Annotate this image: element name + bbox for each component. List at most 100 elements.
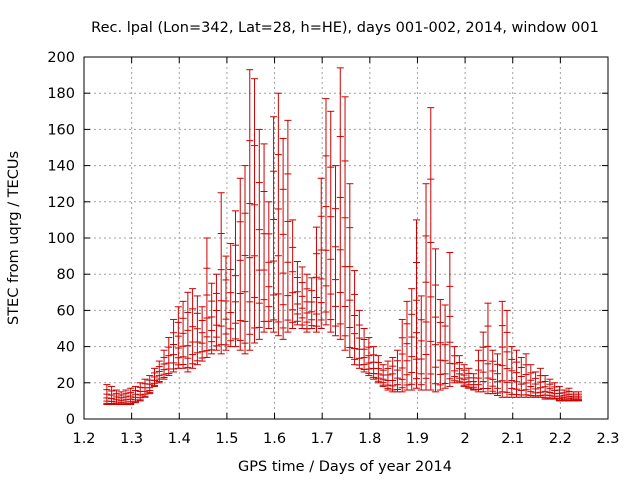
data-point <box>279 137 287 340</box>
x-tick-label: 1.7 <box>311 431 334 447</box>
data-point <box>189 288 197 369</box>
data-point <box>170 318 178 373</box>
data-point <box>270 116 278 333</box>
data-point <box>312 226 320 333</box>
data-point <box>541 375 549 400</box>
x-tick-label: 2.2 <box>549 431 572 447</box>
data-point <box>198 306 206 362</box>
y-tick-label: 100 <box>47 231 75 247</box>
data-point <box>503 309 511 398</box>
data-point <box>536 367 544 398</box>
y-tick-label: 120 <box>47 195 75 211</box>
data-point <box>336 67 344 340</box>
data-point <box>341 96 349 351</box>
data-point <box>251 78 259 344</box>
data-point <box>527 364 535 398</box>
axis-ticks: 1.2 1.3 1.4 1.5 1.6 1.7 1.8 1.9 2 2.1 2.2 2.3 0 20 40 6… <box>47 50 619 447</box>
data-point <box>474 349 482 393</box>
data-point <box>574 391 582 402</box>
y-tick-label: 0 <box>66 412 75 428</box>
chart-title: Rec. lpal (Lon=342, Lat=28, h=HE), days … <box>91 20 599 36</box>
data-point <box>141 378 149 398</box>
data-point <box>555 385 563 402</box>
data-point <box>489 349 497 395</box>
x-tick-label: 1.4 <box>168 431 191 447</box>
y-tick-label: 80 <box>57 267 75 283</box>
x-axis-label: GPS time / Days of year 2014 <box>238 459 452 475</box>
data-point <box>265 201 273 329</box>
data-point <box>108 385 116 406</box>
data-point <box>160 349 168 380</box>
data-point <box>479 331 487 393</box>
data-point <box>222 255 230 351</box>
data-point <box>413 219 421 389</box>
x-tick-label: 1.6 <box>263 431 286 447</box>
y-tick-label: 20 <box>57 376 75 392</box>
data-point <box>455 355 463 384</box>
grid <box>84 57 608 419</box>
data-point <box>551 382 559 400</box>
data-point <box>293 261 301 326</box>
data-point <box>451 346 459 384</box>
y-tick-label: 40 <box>57 340 75 356</box>
y-tick-label: 140 <box>47 159 75 175</box>
data-point <box>122 389 130 406</box>
data-point <box>513 349 521 398</box>
data-point <box>227 242 235 348</box>
data-point <box>151 367 159 387</box>
data-point <box>308 277 316 329</box>
data-point <box>208 282 216 355</box>
data-point <box>408 288 416 391</box>
x-tick-label: 1.5 <box>215 431 238 447</box>
data-point <box>241 165 249 355</box>
data-point <box>155 360 163 384</box>
data-point <box>212 273 220 351</box>
y-tick-label: 160 <box>47 122 75 138</box>
data-point <box>460 364 468 387</box>
data-point <box>546 378 554 400</box>
x-tick-label: 2.1 <box>501 431 524 447</box>
data-point <box>470 373 478 391</box>
data-point <box>136 382 144 402</box>
data-point <box>103 384 111 406</box>
x-tick-label: 1.8 <box>358 431 381 447</box>
data-point <box>365 337 373 377</box>
data-point <box>493 353 501 396</box>
y-tick-label: 60 <box>57 303 75 319</box>
data-point <box>508 346 516 398</box>
data-point <box>217 192 225 355</box>
data-point <box>422 183 430 391</box>
data-point <box>203 237 211 358</box>
data-marks <box>103 67 582 406</box>
data-point <box>436 299 444 391</box>
data-point <box>146 375 154 395</box>
data-point <box>441 304 449 389</box>
data-point <box>393 349 401 393</box>
data-point <box>117 391 125 406</box>
data-point <box>498 300 506 398</box>
data-point <box>255 128 263 340</box>
data-point <box>179 300 187 369</box>
y-tick-label: 180 <box>47 86 75 102</box>
data-point <box>298 266 306 329</box>
data-point <box>284 119 292 333</box>
y-tick-label: 200 <box>47 50 75 66</box>
data-point <box>351 270 359 366</box>
data-point <box>174 306 182 369</box>
x-tick-label: 1.9 <box>406 431 429 447</box>
data-point <box>346 183 354 358</box>
data-point <box>289 219 297 329</box>
x-tick-label: 2 <box>460 431 469 447</box>
data-point <box>517 356 525 398</box>
data-point <box>184 291 192 373</box>
data-point <box>417 295 425 391</box>
data-point <box>322 98 330 326</box>
data-point <box>165 337 173 377</box>
data-point <box>260 143 268 333</box>
x-tick-label: 2.3 <box>596 431 619 447</box>
data-point <box>484 302 492 395</box>
data-point <box>398 318 406 393</box>
x-tick-label: 1.3 <box>120 431 143 447</box>
